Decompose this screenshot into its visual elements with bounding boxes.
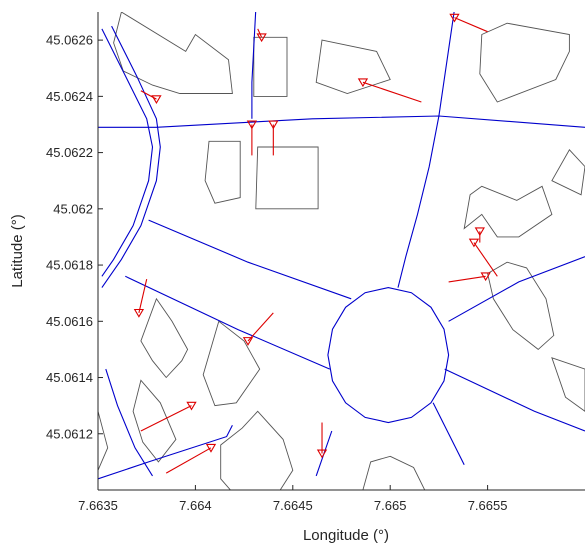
x-tick-label: 7.665	[374, 498, 407, 513]
road-line	[432, 402, 465, 465]
connector-line	[362, 81, 422, 103]
connection-marker	[480, 272, 491, 282]
y-tick-label: 45.0618	[46, 258, 93, 273]
road-line	[101, 25, 161, 288]
x-tick-label: 7.6635	[78, 498, 118, 513]
building-outline	[551, 357, 585, 412]
road-line	[125, 275, 331, 370]
connection-marker	[186, 401, 197, 411]
axes	[97, 12, 585, 491]
building-outline	[202, 320, 261, 407]
map-content	[98, 12, 585, 490]
road-line	[98, 115, 585, 128]
y-axis-label: Latitude (°)	[9, 214, 26, 288]
building-outline	[132, 379, 177, 463]
connection-marker	[316, 449, 328, 459]
plot-area	[98, 12, 585, 490]
building-outline	[551, 149, 585, 196]
x-tick-label: 7.664	[179, 498, 212, 513]
connection-marker	[474, 227, 485, 237]
building-outline	[362, 455, 426, 490]
road-line	[448, 256, 585, 322]
connector-line	[454, 17, 488, 33]
connection-marker	[133, 308, 145, 318]
building-outline	[255, 146, 319, 210]
building-outline	[253, 36, 288, 97]
connection-marker	[205, 443, 217, 453]
y-tick-label: 45.0626	[46, 33, 93, 48]
y-tick-label: 45.0624	[46, 89, 93, 104]
y-tick-label: 45.0614	[46, 370, 93, 385]
connector-line	[473, 242, 498, 277]
connector-line	[138, 278, 148, 313]
building-outline	[98, 411, 109, 471]
road-line	[105, 368, 153, 477]
connection-marker	[256, 33, 267, 43]
connector-line	[257, 28, 263, 38]
roundabout	[327, 287, 450, 424]
connector-line	[140, 405, 192, 432]
x-axis-label: Longitude (°)	[303, 527, 389, 544]
connection-marker	[357, 78, 369, 88]
building-outline	[140, 297, 189, 379]
connection-marker	[268, 120, 279, 130]
building-outline	[479, 22, 570, 103]
connection-marker	[246, 120, 258, 130]
connection-marker	[449, 13, 460, 23]
building-outline	[113, 12, 233, 94]
road-line	[444, 368, 585, 432]
y-tick-label: 45.0616	[46, 314, 93, 329]
connection-marker	[468, 238, 480, 248]
road-line	[251, 12, 257, 119]
x-tick-label: 7.6655	[468, 498, 508, 513]
x-tick-label: 7.6645	[273, 498, 313, 513]
connector-line	[448, 275, 486, 283]
x-ticks: 7.6635 7.664 7.6645 7.665 7.6655	[78, 485, 507, 513]
y-ticks: 45.0612 45.0614 45.0616 45.0618 45.062 45.062…	[46, 33, 103, 441]
road-line	[98, 425, 233, 480]
connector-line	[165, 447, 212, 474]
y-tick-label: 45.0622	[46, 145, 93, 160]
y-tick-label: 45.0612	[46, 426, 93, 441]
building-outline	[315, 39, 391, 94]
y-tick-label: 45.062	[53, 201, 93, 216]
connection-marker	[242, 337, 254, 346]
connector-line	[247, 312, 274, 342]
building-outline	[220, 410, 294, 490]
building-outline	[487, 261, 555, 350]
connection-marker	[151, 95, 162, 105]
building-outline	[463, 185, 553, 238]
road-line	[397, 12, 455, 288]
building-outline	[204, 140, 241, 204]
road-line	[148, 219, 352, 300]
road-line	[101, 28, 154, 277]
